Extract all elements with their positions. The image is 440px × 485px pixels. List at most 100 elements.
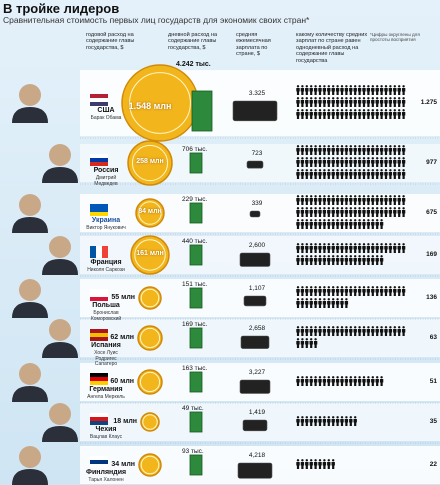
photo-body xyxy=(42,167,78,183)
flag xyxy=(90,158,108,162)
coin-inner xyxy=(140,288,160,308)
wallet xyxy=(240,335,270,349)
coin xyxy=(140,412,160,432)
coin-inner xyxy=(131,144,169,182)
daily: 706 тыс. xyxy=(182,146,208,153)
annual: 60 млн xyxy=(110,378,134,385)
ratio: 63 xyxy=(429,334,437,341)
photo-body xyxy=(12,386,48,402)
banknote xyxy=(189,454,203,476)
country: Чехия xyxy=(95,426,117,433)
flag xyxy=(90,162,108,166)
daily: 169 тыс. xyxy=(182,321,208,328)
coin-inner xyxy=(139,327,161,349)
daily: 163 тыс. xyxy=(182,365,208,372)
leader: Вацлав Клаус xyxy=(89,434,123,440)
photo-head xyxy=(19,279,41,301)
leader: Барак Обама xyxy=(90,115,122,121)
daily: 49 тыс. xyxy=(182,405,204,412)
photo-head xyxy=(49,236,71,258)
daily: 440 тыс. xyxy=(182,238,208,245)
photo-body xyxy=(12,469,48,485)
flag xyxy=(90,417,108,421)
salary: 3.325 xyxy=(248,90,266,97)
flag xyxy=(90,381,108,385)
banknote xyxy=(189,152,203,174)
salary: 1,107 xyxy=(248,285,266,292)
daily: 4.242 тыс. xyxy=(176,61,211,68)
banknote xyxy=(189,371,203,393)
coin xyxy=(137,325,163,351)
flag xyxy=(90,329,108,333)
salary: 1,419 xyxy=(248,409,266,416)
banknote xyxy=(189,411,203,433)
country: США xyxy=(97,107,115,114)
flag xyxy=(90,297,108,301)
banknote xyxy=(189,202,203,224)
subtitle: Сравнительная стоимость первых лиц госуд… xyxy=(3,15,310,25)
coin xyxy=(137,369,163,395)
leader: Бронислав Коморовский xyxy=(90,310,122,322)
flag xyxy=(90,204,108,208)
photo-body xyxy=(12,302,48,318)
photo-head xyxy=(19,84,41,106)
annual: 62 млн xyxy=(110,334,134,341)
flag xyxy=(90,94,108,98)
column-header: какому количеству средних зарплат по стр… xyxy=(296,32,368,64)
flag xyxy=(90,102,108,106)
leader: Николя Саркози xyxy=(87,267,125,273)
flag xyxy=(102,246,108,258)
wallet xyxy=(239,379,271,394)
annual: 258 млн xyxy=(136,158,164,165)
photo-body xyxy=(42,426,78,442)
salary: 4,218 xyxy=(248,452,266,459)
flag xyxy=(90,373,108,377)
flag xyxy=(90,293,108,297)
flag xyxy=(90,413,108,417)
leader: Виктор Янукович xyxy=(86,225,126,231)
flag xyxy=(90,377,108,381)
annual: 34 млн xyxy=(111,461,135,468)
leader: Хосе Луис Родригес Сапатеро xyxy=(94,350,118,368)
leader: Дмитрий Медведев xyxy=(94,175,118,187)
flag xyxy=(90,154,108,158)
coin-inner xyxy=(129,72,191,134)
ratio: 169 xyxy=(426,251,437,258)
column-header: годовой расход на содержание главы госуд… xyxy=(86,32,135,51)
ratio: 51 xyxy=(429,378,437,385)
photo-head xyxy=(49,144,71,166)
title: В тройке лидеров xyxy=(3,1,120,16)
leader: Тарья Халонен xyxy=(88,477,124,483)
photo-head xyxy=(49,319,71,341)
photo-head xyxy=(49,403,71,425)
flag xyxy=(90,98,108,102)
photo-body xyxy=(12,217,48,233)
flag xyxy=(90,421,108,425)
photo-body xyxy=(42,342,78,358)
flag xyxy=(90,337,108,341)
annual: 18 млн xyxy=(113,418,137,425)
banknote xyxy=(189,287,203,309)
country: Украина xyxy=(91,217,121,224)
banknote xyxy=(191,90,213,132)
daily: 93 тыс. xyxy=(182,448,204,455)
leader: Ангела Меркель xyxy=(87,394,125,400)
salary: 723 xyxy=(251,150,263,157)
banknote xyxy=(189,244,203,266)
wallet xyxy=(239,252,271,267)
country: Польша xyxy=(92,302,120,309)
salary: 339 xyxy=(251,200,263,207)
footnote: *Цифры округлены для простоты восприятия xyxy=(370,32,420,42)
coin-inner xyxy=(140,455,160,475)
ratio: 136 xyxy=(426,294,437,301)
wallet xyxy=(249,210,261,218)
photo-head xyxy=(19,363,41,385)
coin-inner xyxy=(138,201,162,225)
salary: 3,227 xyxy=(248,369,266,376)
ratio: 1.275 xyxy=(420,99,437,106)
wallet xyxy=(246,160,264,169)
wallet xyxy=(237,462,273,479)
flag xyxy=(90,208,108,212)
